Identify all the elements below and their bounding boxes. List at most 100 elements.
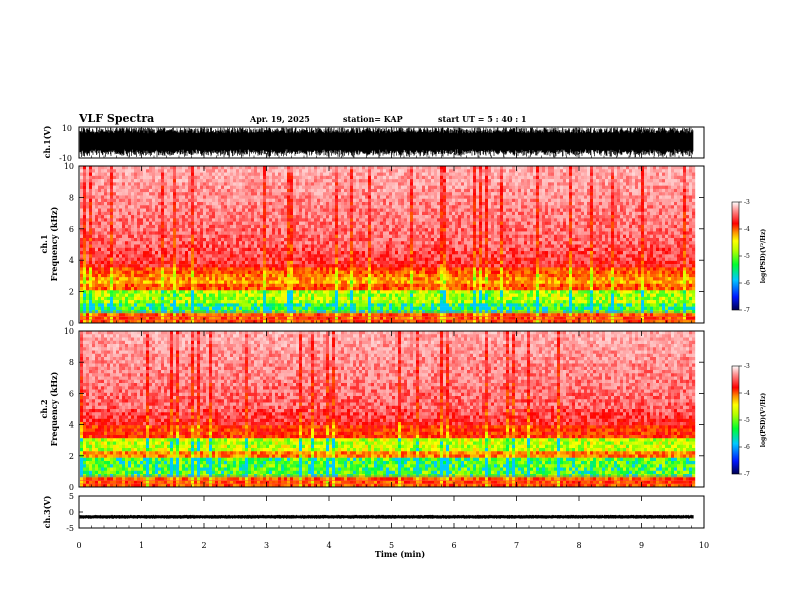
ch1-spectrogram-cell	[89, 166, 92, 169]
ch1-spectrogram-cell	[161, 231, 164, 234]
ch1-spectrogram-cell	[113, 189, 116, 192]
ch1-spectrogram-cell	[116, 264, 119, 267]
ch1-spectrogram-cell	[125, 267, 128, 270]
ch1-spectrogram-cell	[173, 231, 176, 234]
ch1-spectrogram-cell	[89, 297, 92, 300]
ch1-spectrogram-cell	[92, 209, 95, 212]
ch1-spectrogram-cell	[128, 195, 131, 198]
ch1-spectrogram-cell	[92, 205, 95, 208]
ch1-spectrogram-cell	[119, 176, 122, 179]
ch1-spectrogram-cell	[80, 251, 83, 254]
ch1-spectrogram-cell	[116, 307, 119, 310]
ch1-spectrogram-cell	[152, 166, 155, 169]
ch1-spectrogram-cell	[152, 228, 155, 231]
ch1-spectrogram-cell	[101, 300, 104, 303]
ch1-spectrogram-cell	[83, 251, 86, 254]
ch1-spectrogram-cell	[89, 195, 92, 198]
ch1-spectrogram-cell	[92, 228, 95, 231]
ch1-spectrogram-cell	[140, 277, 143, 280]
ch1-spectrogram-cell	[149, 231, 152, 234]
ch1-spectrogram-cell	[173, 271, 176, 274]
ch1-spectrogram-cell	[116, 225, 119, 228]
ch1-spectrogram-cell	[131, 186, 134, 189]
ch1-spectrogram-cell	[98, 303, 101, 306]
ch1-spectrogram-cell	[95, 199, 98, 202]
ch1-spectrogram-cell	[176, 238, 179, 241]
ch1-spectrogram-cell	[137, 238, 140, 241]
ch1-spectrogram-cell	[89, 267, 92, 270]
ch1-spectrogram-cell	[95, 166, 98, 169]
ch1-spectrogram-cell	[116, 212, 119, 215]
ch1-spectrogram-cell	[98, 225, 101, 228]
ch1-spectrogram-cell	[170, 261, 173, 264]
ch1-spectrogram-cell	[104, 238, 107, 241]
ch1-spectrogram-cell	[176, 274, 179, 277]
ch1-spectrogram-cell	[107, 280, 110, 283]
ch1-spectrogram-cell	[173, 235, 176, 238]
ch1-spectrogram-cell	[92, 173, 95, 176]
ch1-spectrogram-cell	[149, 205, 152, 208]
ch1-spectrogram-cell	[128, 189, 131, 192]
ch1-spectrogram-cell	[152, 235, 155, 238]
ch1-spectrogram-cell	[143, 297, 146, 300]
ch1-spectrogram-cell	[131, 248, 134, 251]
ch1-spectrogram-cell	[167, 267, 170, 270]
ch1-spectrogram-cell	[128, 277, 131, 280]
ch1-spectrogram-cell	[113, 235, 116, 238]
ch1-spectrogram-cell	[149, 274, 152, 277]
ch1-spectrogram-cell	[167, 192, 170, 195]
ch1-spectrogram-cell	[119, 313, 122, 316]
ch1-spectrogram-cell	[161, 280, 164, 283]
ch1-spectrogram-cell	[173, 179, 176, 182]
ch1-spectrogram-cell	[134, 264, 137, 267]
ch1-spectrogram-cell	[98, 258, 101, 261]
ch1-spectrogram-cell	[167, 284, 170, 287]
ch1-spectrogram-cell	[104, 179, 107, 182]
ch1-spectrogram-cell	[98, 212, 101, 215]
ch1-spectrogram-cell	[122, 258, 125, 261]
ch1-waveform-ylabel: ch.1(V)	[42, 125, 52, 158]
ch1-spectrogram-cell	[158, 215, 161, 218]
ch1-spectrogram-cell	[128, 254, 131, 257]
ch1-spectrogram-cell	[161, 179, 164, 182]
ch1-spectrogram-cell	[104, 173, 107, 176]
ch1-spectrogram-cell	[146, 215, 149, 218]
ch1-spectrogram-cell	[125, 297, 128, 300]
ch1-spectrogram-cell	[134, 186, 137, 189]
ch1-spectrogram-cell	[113, 267, 116, 270]
ch1-spectrogram-cell	[92, 267, 95, 270]
ch1-spectrogram-cell	[131, 277, 134, 280]
ch1-spectrogram-cell	[173, 297, 176, 300]
ch1-spectrogram-cell	[86, 176, 89, 179]
ch1-spectrogram-cell	[119, 195, 122, 198]
ch1-spectrogram-cell	[173, 300, 176, 303]
ch1-spectrogram-cell	[167, 173, 170, 176]
ch1-spectrogram-cell	[131, 264, 134, 267]
ch1-spectrogram-cell	[101, 238, 104, 241]
ch1-spectrogram-cell	[164, 182, 167, 185]
ch1-spectrogram-cell	[143, 241, 146, 244]
ch1-spectrogram-cell	[98, 241, 101, 244]
ch1-spectrogram-cell	[137, 199, 140, 202]
ch1-spectrogram-cell	[155, 182, 158, 185]
ch1-spectrogram-cell	[92, 192, 95, 195]
ch1-spectrogram-cell	[119, 209, 122, 212]
ch1-spectrogram-cell	[122, 280, 125, 283]
ch1-spectrogram-cell	[140, 261, 143, 264]
ch1-spectrogram-cell	[119, 310, 122, 313]
ch1-spectrogram-cell	[95, 209, 98, 212]
ch1-spectrogram-cell	[155, 261, 158, 264]
ch1-spectrogram-cell	[143, 313, 146, 316]
ch1-spectrogram-cell	[173, 290, 176, 293]
ch1-spectrogram-cell	[149, 166, 152, 169]
ch1-spectrogram-cell	[173, 303, 176, 306]
ch1-spectrogram-cell	[125, 209, 128, 212]
ch1-spectrogram-cell	[107, 310, 110, 313]
ch1-spectrogram-cell	[119, 189, 122, 192]
ch1-spectrogram-cell	[149, 195, 152, 198]
ch1-spectrogram-cell	[116, 182, 119, 185]
ch1-spectrogram-cell	[146, 202, 149, 205]
ch1-spectrogram-cell	[176, 228, 179, 231]
ch1-spectrogram-cell	[122, 182, 125, 185]
ch1-spectrogram-cell	[119, 245, 122, 248]
